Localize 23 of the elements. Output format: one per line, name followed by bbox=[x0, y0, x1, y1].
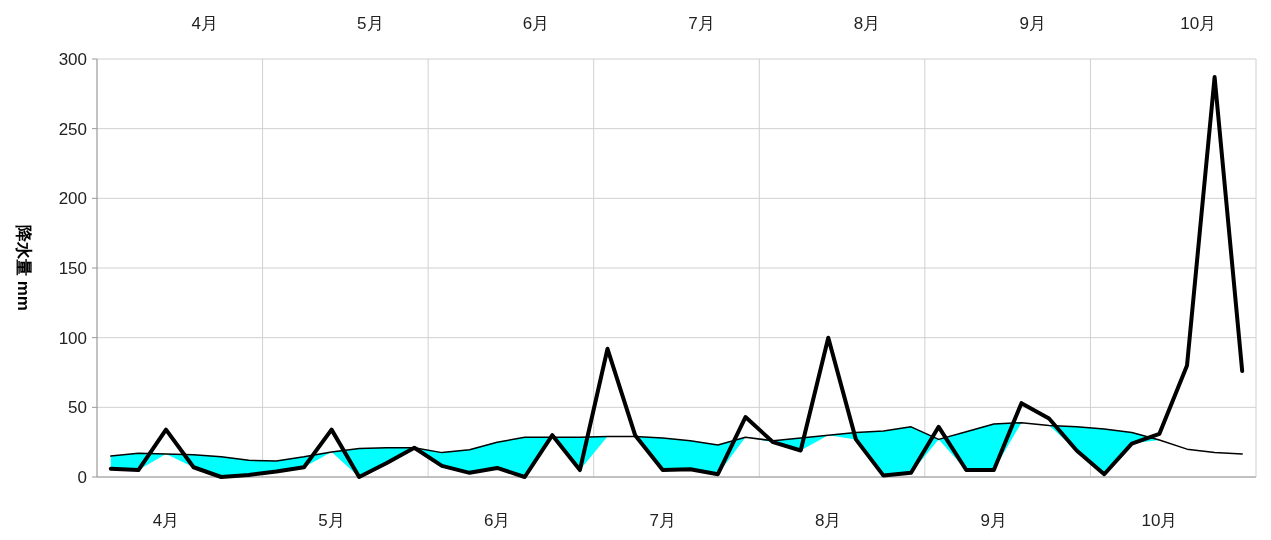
text: 10月 bbox=[1180, 14, 1217, 33]
y-tick-label: 0 bbox=[77, 468, 87, 487]
y-axis-title: 降水量 mm bbox=[14, 225, 33, 311]
text: 7月 bbox=[688, 14, 715, 33]
line-series bbox=[108, 75, 1245, 479]
x-tick-label: 4月 bbox=[152, 511, 180, 530]
y-tick-label: 300 bbox=[58, 50, 87, 69]
text: 8月 bbox=[853, 14, 881, 33]
x-tick-label: 8月 bbox=[815, 511, 842, 530]
x-tick-label: 5月 bbox=[318, 511, 345, 530]
x-tick-label: 9月 bbox=[980, 511, 1008, 530]
y-tick-label: 200 bbox=[58, 189, 87, 209]
x-tick-label: 10月 bbox=[1141, 511, 1178, 530]
text: 4月 bbox=[191, 14, 219, 33]
y-tick-label: 50 bbox=[68, 398, 87, 418]
y-tick-label: 100 bbox=[58, 328, 87, 348]
text: 6月 bbox=[522, 14, 550, 33]
text: 9月 bbox=[1019, 14, 1046, 33]
text: 5月 bbox=[357, 14, 384, 33]
x-tick-label: 6月 bbox=[483, 511, 511, 530]
y-tick-label: 150 bbox=[58, 259, 87, 278]
x-tick-label: 7月 bbox=[649, 511, 676, 530]
y-tick-label: 250 bbox=[58, 119, 87, 139]
